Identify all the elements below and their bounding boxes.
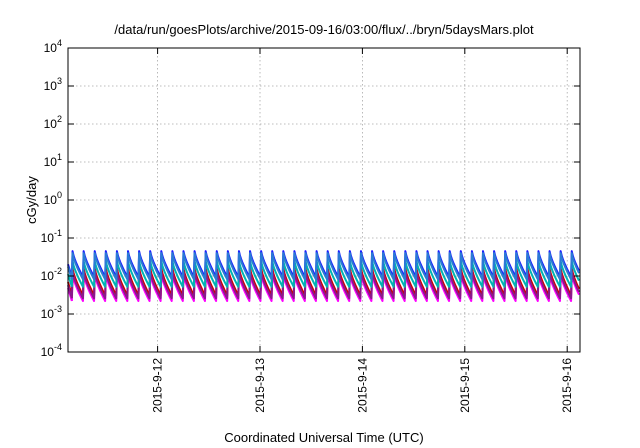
x-tick-label: 2015-9-13 (253, 358, 267, 413)
y-tick-label: 10-1 (41, 228, 62, 245)
x-tick-label: 2015-9-12 (151, 358, 165, 413)
x-axis: 2015-9-12 2015-9-13 2015-9-14 2015-9-15 2015… (151, 48, 574, 413)
series-5-line (70, 250, 580, 278)
chart-title: /data/run/goesPlots/archive/2015-09-16/0… (114, 22, 534, 37)
y-axis: 10-4 10-3 10-2 10-1 100 101 102 103 104 (41, 38, 580, 359)
y-tick-label: 101 (44, 152, 62, 169)
y-tick-label: 10-2 (41, 266, 62, 283)
y-tick-label: 100 (44, 190, 62, 207)
x-axis-label: Coordinated Universal Time (UTC) (224, 430, 423, 445)
y-axis-label: cGy/day (24, 176, 39, 224)
y-tick-label: 10-3 (41, 304, 62, 321)
series-group (67, 250, 580, 302)
x-tick-label: 2015-9-15 (458, 358, 472, 413)
y-tick-label: 10-4 (41, 342, 62, 359)
y-tick-label: 103 (44, 76, 62, 93)
series-6-line (70, 252, 580, 281)
x-tick-label: 2015-9-14 (355, 358, 369, 413)
x-tick-label: 2015-9-16 (560, 358, 574, 413)
y-tick-label: 102 (44, 114, 62, 131)
y-tick-label: 104 (44, 38, 62, 55)
grid (68, 48, 580, 352)
